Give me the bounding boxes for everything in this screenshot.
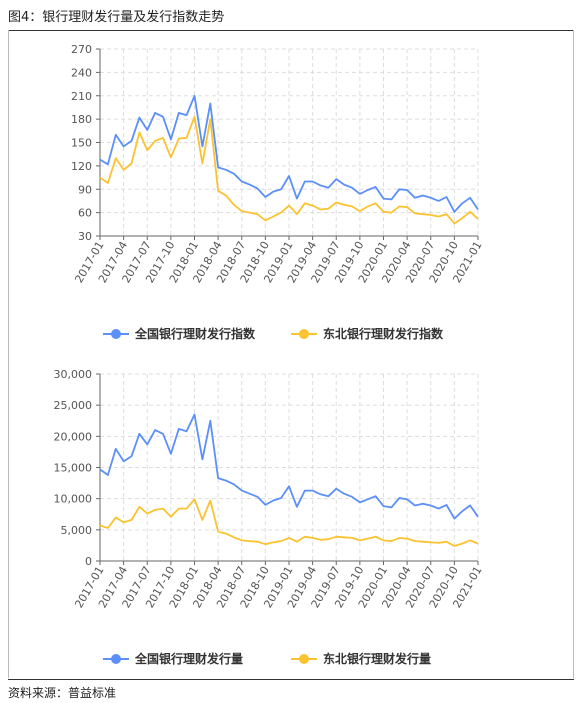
chart-issuance-index: 3060901201501802102402702017-012017-0420… (71, 43, 485, 341)
y-tick-label: 120 (71, 160, 92, 173)
series-line-national (99, 94, 479, 213)
legend-marker (111, 654, 121, 664)
legend-label: 东北银行理财发行指数 (323, 326, 444, 341)
source-note: 资料来源：普益标准 (8, 686, 117, 700)
legend-item-northeast[interactable]: 东北银行理财发行指数 (291, 326, 444, 341)
y-tick-label: 90 (78, 183, 92, 196)
y-tick-label: 270 (71, 43, 92, 56)
y-tick-label: 180 (71, 113, 92, 126)
y-tick-label: 30 (78, 230, 92, 243)
y-tick-label: 0 (85, 555, 92, 568)
y-tick-label: 30,000 (54, 368, 93, 381)
figure-frame (8, 30, 574, 680)
y-tick-label: 20,000 (54, 430, 93, 443)
y-tick-label: 210 (71, 90, 92, 103)
y-tick-label: 25,000 (54, 399, 93, 412)
series-line-northeast (99, 115, 479, 225)
series-line-national (99, 413, 479, 520)
legend-marker (299, 329, 309, 339)
legend-item-northeast[interactable]: 东北银行理财发行量 (291, 651, 431, 666)
legend-item-national[interactable]: 全国银行理财发行指数 (103, 326, 256, 341)
y-tick-label: 240 (71, 66, 92, 79)
y-tick-label: 15,000 (54, 462, 93, 475)
chart-issuance-volume: 05,00010,00015,00020,00025,00030,0002017… (54, 368, 485, 666)
y-tick-label: 5,000 (61, 524, 93, 537)
figure-frame-sides (8, 30, 574, 678)
y-tick-label: 60 (78, 207, 92, 220)
legend-marker (111, 329, 121, 339)
legend-label: 全国银行理财发行量 (134, 651, 243, 666)
y-tick-label: 150 (71, 137, 92, 150)
series-line-northeast (99, 498, 479, 547)
figure-title: 图4：银行理财发行量及发行指数走势 (8, 10, 225, 25)
legend-item-national[interactable]: 全国银行理财发行量 (103, 651, 243, 666)
y-tick-label: 10,000 (54, 493, 93, 506)
legend-marker (299, 654, 309, 664)
legend-label: 全国银行理财发行指数 (134, 326, 256, 341)
legend-label: 东北银行理财发行量 (323, 651, 431, 666)
